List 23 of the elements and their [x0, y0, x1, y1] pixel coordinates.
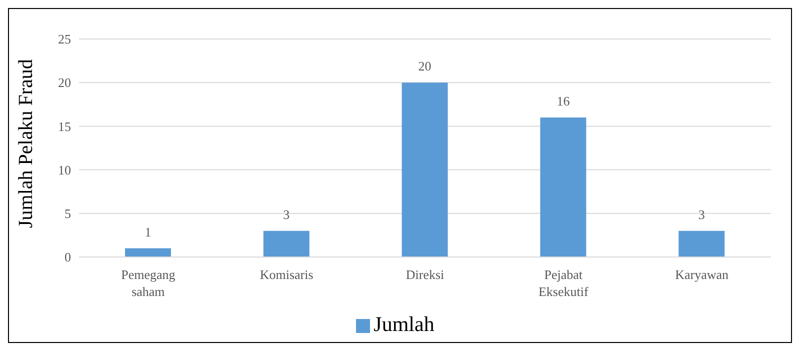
data-label: 20 [418, 58, 432, 74]
data-label: 3 [698, 206, 705, 222]
legend-label: Jumlah [374, 312, 434, 336]
y-tick-label: 20 [58, 75, 71, 90]
x-tick-label: Karyawan [675, 267, 730, 282]
x-tick-label: Pejabat Eksekutif [538, 267, 589, 299]
y-tick-label: 25 [58, 32, 71, 47]
x-tick-label: Komisaris [260, 267, 314, 282]
y-tick-label: 5 [64, 206, 71, 222]
bar [402, 82, 448, 257]
bar [540, 117, 586, 257]
bar [263, 230, 310, 257]
y-axis-title: Jumlah Pelaku Fraud [15, 59, 38, 228]
x-tick-label: Pemegang saham [121, 267, 176, 299]
bar [125, 248, 171, 257]
bar [678, 230, 725, 257]
y-tick-label: 0 [64, 250, 71, 265]
x-tick-label: Direksi [406, 267, 445, 282]
data-label: 1 [144, 224, 152, 240]
data-label: 16 [556, 93, 570, 108]
y-tick-label: 15 [58, 118, 71, 134]
data-label: 3 [283, 206, 290, 222]
y-tick-label: 10 [58, 162, 71, 178]
